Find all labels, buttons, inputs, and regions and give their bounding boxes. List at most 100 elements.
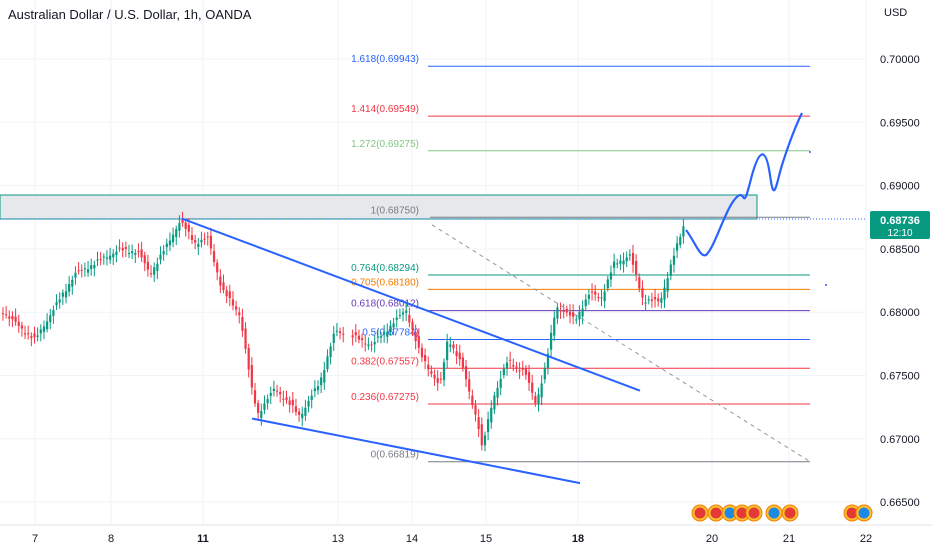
candle-body (672, 255, 676, 265)
price-tick-label: 0.66500 (880, 497, 920, 509)
candle-body (206, 236, 209, 238)
candle-body (335, 330, 338, 332)
candle-body (23, 333, 27, 335)
candle-body (361, 338, 364, 341)
price-tick-label: 0.69000 (880, 181, 920, 193)
candle-body (282, 398, 285, 400)
candle-body (105, 257, 109, 259)
candle-body (505, 362, 509, 369)
candle-body (209, 235, 212, 249)
candle-body (449, 344, 452, 347)
candle-body (417, 336, 420, 348)
candle-body (471, 395, 474, 406)
time-tick-label: 20 (706, 533, 718, 545)
price-tick-label: 0.67500 (880, 371, 920, 383)
price-tick-label: 0.68500 (880, 244, 920, 256)
candle-body (442, 362, 446, 380)
chart-title: Australian Dollar / U.S. Dollar, 1h, OAN… (8, 7, 252, 22)
candle-body (613, 261, 616, 268)
candle-body (200, 239, 203, 243)
candle-body (77, 270, 80, 272)
fib-label: 0.705(0.68180) (351, 277, 419, 288)
candle-body (487, 419, 490, 433)
candle-body (606, 279, 609, 289)
candle-body (414, 331, 417, 342)
candle-body (411, 321, 414, 330)
candle-body (134, 253, 137, 255)
candle-body (52, 310, 55, 316)
candle-body (534, 396, 537, 404)
candle-body (225, 290, 228, 297)
event-flag-inner (784, 507, 796, 519)
candle-body (313, 388, 316, 392)
chart-grid (0, 0, 932, 526)
time-tick-label: 15 (480, 533, 492, 545)
candle-body (291, 399, 294, 406)
candle-body (8, 316, 11, 319)
candle-body (326, 356, 329, 370)
event-flag-inner (858, 507, 870, 519)
candle-body (376, 336, 379, 338)
candle-body (14, 316, 17, 322)
candle-body (543, 367, 546, 380)
candle-body (68, 283, 71, 292)
candle-body (373, 342, 376, 345)
candle-body (74, 272, 77, 278)
candle-body (46, 321, 49, 330)
time-axis: 7 8 11 13 14 15 18 20 21 22 (32, 533, 872, 545)
candle-body (603, 291, 606, 302)
candle-body (619, 260, 622, 264)
candle-body (458, 352, 461, 360)
candle-body (468, 379, 471, 392)
candle-body (20, 325, 23, 329)
candle-body (275, 390, 279, 392)
candle-body (235, 306, 238, 310)
candle-body (398, 314, 401, 316)
event-flag-inner (736, 507, 748, 519)
candle-body (263, 403, 266, 410)
time-tick-label: 22 (860, 533, 872, 545)
candle-body (124, 246, 127, 249)
candle-body (172, 234, 175, 243)
candle-body (156, 263, 159, 272)
candle-body (168, 240, 172, 246)
event-flag-inner (694, 507, 706, 519)
candle-body (39, 329, 42, 334)
resistance-zone-rect (0, 194, 758, 220)
candle-body (622, 260, 625, 265)
candle-body (203, 238, 206, 240)
candle-body (109, 255, 112, 260)
candle-body (222, 282, 225, 290)
candle-body (354, 332, 357, 336)
candle-body (386, 331, 389, 337)
currency-label: USD (884, 7, 908, 19)
resistance-zone (0, 194, 758, 220)
candle-body (241, 316, 244, 331)
candle-body (502, 368, 505, 376)
price-tick-label: 0.69500 (880, 117, 920, 129)
candle-body (565, 308, 568, 313)
candle-body (36, 335, 39, 337)
candle-body (178, 222, 181, 231)
event-flag-inner (768, 507, 780, 519)
candle-body (96, 259, 99, 261)
candle-body (370, 344, 373, 346)
marker-dot (825, 284, 827, 286)
candle-body (99, 259, 102, 261)
candle-body (212, 251, 216, 263)
projection-path (685, 112, 803, 257)
event-flag-inner (846, 507, 858, 519)
candle-body (559, 310, 562, 312)
candle-body (238, 312, 241, 316)
candle-body (527, 372, 531, 383)
candle-body (452, 344, 455, 349)
candle-body (162, 251, 165, 255)
candle-body (216, 262, 219, 273)
candle-body (266, 399, 269, 404)
fib-label: 0(0.66819) (371, 450, 419, 461)
candle-body (446, 341, 449, 361)
price-badge-price: 0.68736 (880, 215, 920, 227)
candle-body (285, 397, 288, 400)
